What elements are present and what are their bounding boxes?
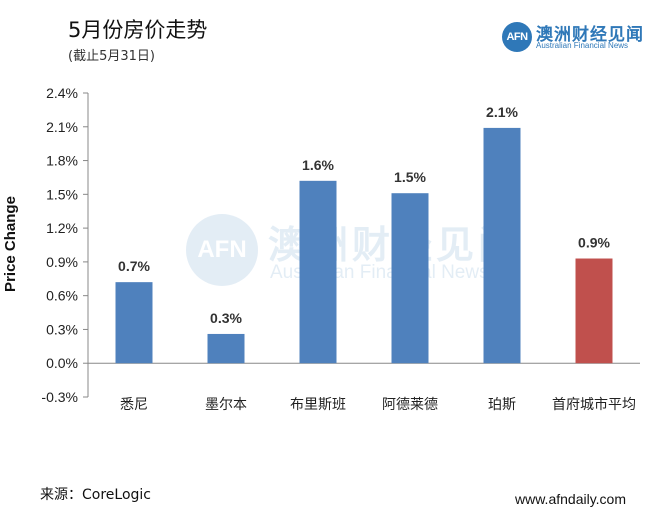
x-category-label: 珀斯: [488, 397, 516, 413]
x-category-label: 墨尔本: [205, 397, 247, 413]
logo-tagline: Australian Financial News: [536, 41, 629, 50]
y-tick-label: 2.1%: [46, 119, 78, 135]
bar: [207, 333, 245, 364]
y-tick-label: -0.3%: [41, 389, 78, 405]
y-tick-label: 0.6%: [46, 288, 78, 304]
bar: [575, 258, 613, 364]
bars: [115, 127, 613, 364]
bar: [483, 127, 521, 364]
y-tick-label: 1.5%: [46, 186, 78, 202]
bar-value-label: 2.1%: [486, 104, 518, 120]
source-note: 来源：CoreLogic: [40, 487, 151, 503]
x-category-label: 布里斯班: [290, 397, 346, 413]
x-category-label: 首府城市平均: [552, 396, 636, 413]
bar: [115, 282, 153, 364]
y-axis: -0.3% 0.0% 0.3% 0.6% 0.9% 1.2% 1.5% 1.8% 2.1% 2.4…: [41, 85, 89, 405]
chart-subtitle: (截止5月31日): [68, 49, 155, 64]
y-tick-label: 2.4%: [46, 85, 78, 101]
y-tick-label: 1.2%: [46, 220, 78, 236]
bar: [391, 193, 429, 364]
logo-name: 澳洲财经见闻: [536, 25, 644, 45]
bar-value-label: 1.6%: [302, 157, 334, 173]
y-tick-label: 0.0%: [46, 355, 78, 371]
y-tick-label: 0.3%: [46, 321, 78, 337]
y-tick-label: 1.8%: [46, 153, 78, 169]
afn-logo-icon: AFN: [502, 22, 532, 52]
bar-value-label: 1.5%: [394, 169, 426, 185]
y-axis-label: Price Change: [2, 196, 19, 292]
data-labels: 0.7% 0.3% 1.6% 1.5% 2.1% 0.9%: [118, 104, 610, 326]
afn-logo: AFN 澳洲财经见闻 Australian Financial News: [502, 20, 644, 56]
chart-title: 5月份房价走势: [68, 18, 208, 42]
x-category-label: 悉尼: [120, 397, 148, 413]
x-category-label: 阿德莱德: [382, 397, 438, 413]
bar-value-label: 0.3%: [210, 310, 242, 326]
x-axis: 悉尼 墨尔本 布里斯班 阿德莱德 珀斯 首府城市平均: [88, 362, 640, 413]
bar-value-label: 0.9%: [578, 235, 610, 251]
bar: [299, 180, 337, 364]
y-tick-label: 0.9%: [46, 254, 78, 270]
bar-value-label: 0.7%: [118, 258, 150, 274]
website-link[interactable]: www.afndaily.com: [515, 491, 627, 507]
